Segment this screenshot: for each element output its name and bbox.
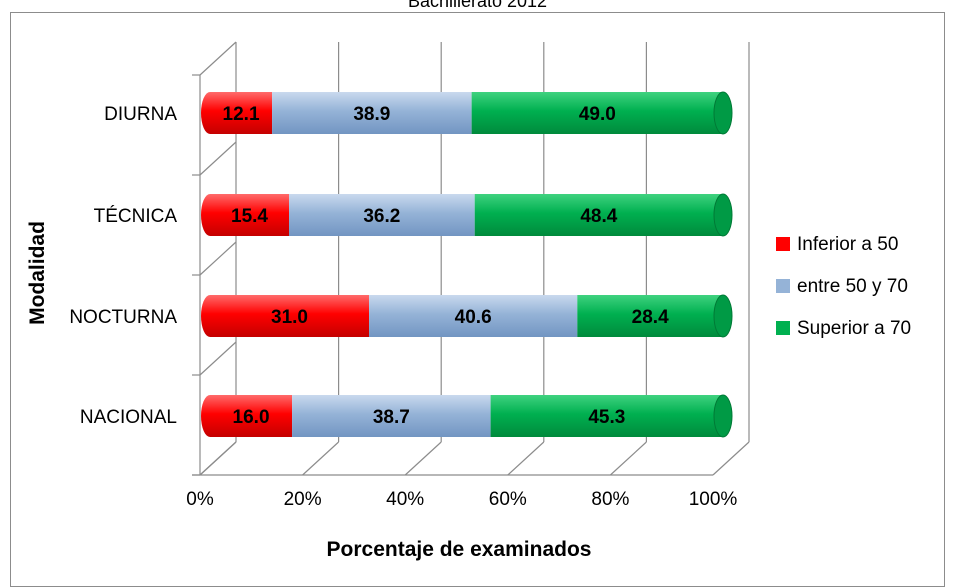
bar-segment: [292, 395, 491, 437]
bar-segment: [210, 395, 293, 437]
legend-label: Inferior a 50: [797, 234, 898, 255]
data-label: 28.4: [632, 307, 669, 328]
bar-end-cap: [713, 394, 733, 438]
x-tick-label: 0%: [186, 489, 214, 510]
bar-start-cap: [201, 194, 219, 236]
bar-segment: [210, 295, 370, 337]
bar-end-cap: [713, 193, 733, 237]
y-axis-title: Modalidad: [26, 221, 49, 325]
x-grid-floor-line: [609, 441, 647, 476]
x-tick-label: 40%: [386, 489, 424, 510]
data-label: 36.2: [363, 206, 400, 227]
chart-title: Bachillerato 2012: [407, 0, 548, 11]
x-grid-floor-line: [404, 441, 442, 476]
bar-segment: [471, 92, 723, 134]
stacked-bar-chart: 0% 20% 40% 60% 80% 100% DIURNA 12.1 38.9 49.0 TÉCN…: [26, 41, 911, 561]
data-label: 49.0: [579, 104, 616, 125]
x-axis-title: Porcentaje de examinados: [327, 538, 592, 561]
x-tick-label: 60%: [489, 489, 527, 510]
bar-segment: [289, 194, 475, 236]
wall-row-line: [199, 341, 237, 376]
bar-segment: [210, 92, 273, 134]
data-label: 31.0: [271, 307, 308, 328]
y-tick-label: NOCTURNA: [69, 307, 177, 328]
bar-segment: [474, 194, 723, 236]
legend-swatch: [776, 237, 790, 251]
wall-row-line: [199, 141, 237, 176]
y-tick-label: TÉCNICA: [94, 206, 178, 227]
legend-label: Superior a 70: [797, 318, 911, 339]
y-tick-label: NACIONAL: [80, 407, 177, 428]
bar-segment: [272, 92, 472, 134]
wall-row-line: [199, 241, 237, 276]
bar-start-cap: [201, 395, 219, 437]
bar-segment: [490, 395, 723, 437]
bar-end-cap: [713, 91, 733, 135]
bar-segment: [369, 295, 578, 337]
x-tick-label: 80%: [591, 489, 629, 510]
data-label: 12.1: [223, 104, 260, 125]
data-label: 16.0: [233, 407, 270, 428]
bar-end-cap: [713, 294, 733, 338]
wall-row-line: [199, 441, 237, 476]
data-label: 45.3: [588, 407, 625, 428]
bar-segment: [210, 194, 290, 236]
x-tick-label: 100%: [689, 489, 738, 510]
data-label: 48.4: [580, 206, 617, 227]
x-grid-floor-line: [302, 441, 340, 476]
bar-segment: [577, 295, 723, 337]
x-grid-floor-line: [712, 441, 750, 476]
legend-swatch: [776, 321, 790, 335]
bar-start-cap: [201, 295, 219, 337]
bar-start-cap: [201, 92, 219, 134]
legend-label: entre 50 y 70: [797, 276, 908, 297]
data-label: 15.4: [231, 206, 268, 227]
x-tick-label: 20%: [284, 489, 322, 510]
legend-swatch: [776, 279, 790, 293]
data-label: 40.6: [455, 307, 492, 328]
y-tick-label: DIURNA: [104, 104, 177, 125]
data-label: 38.7: [373, 407, 410, 428]
wall-top-edge: [199, 41, 237, 76]
x-grid-floor-line: [507, 441, 545, 476]
data-label: 38.9: [353, 104, 390, 125]
